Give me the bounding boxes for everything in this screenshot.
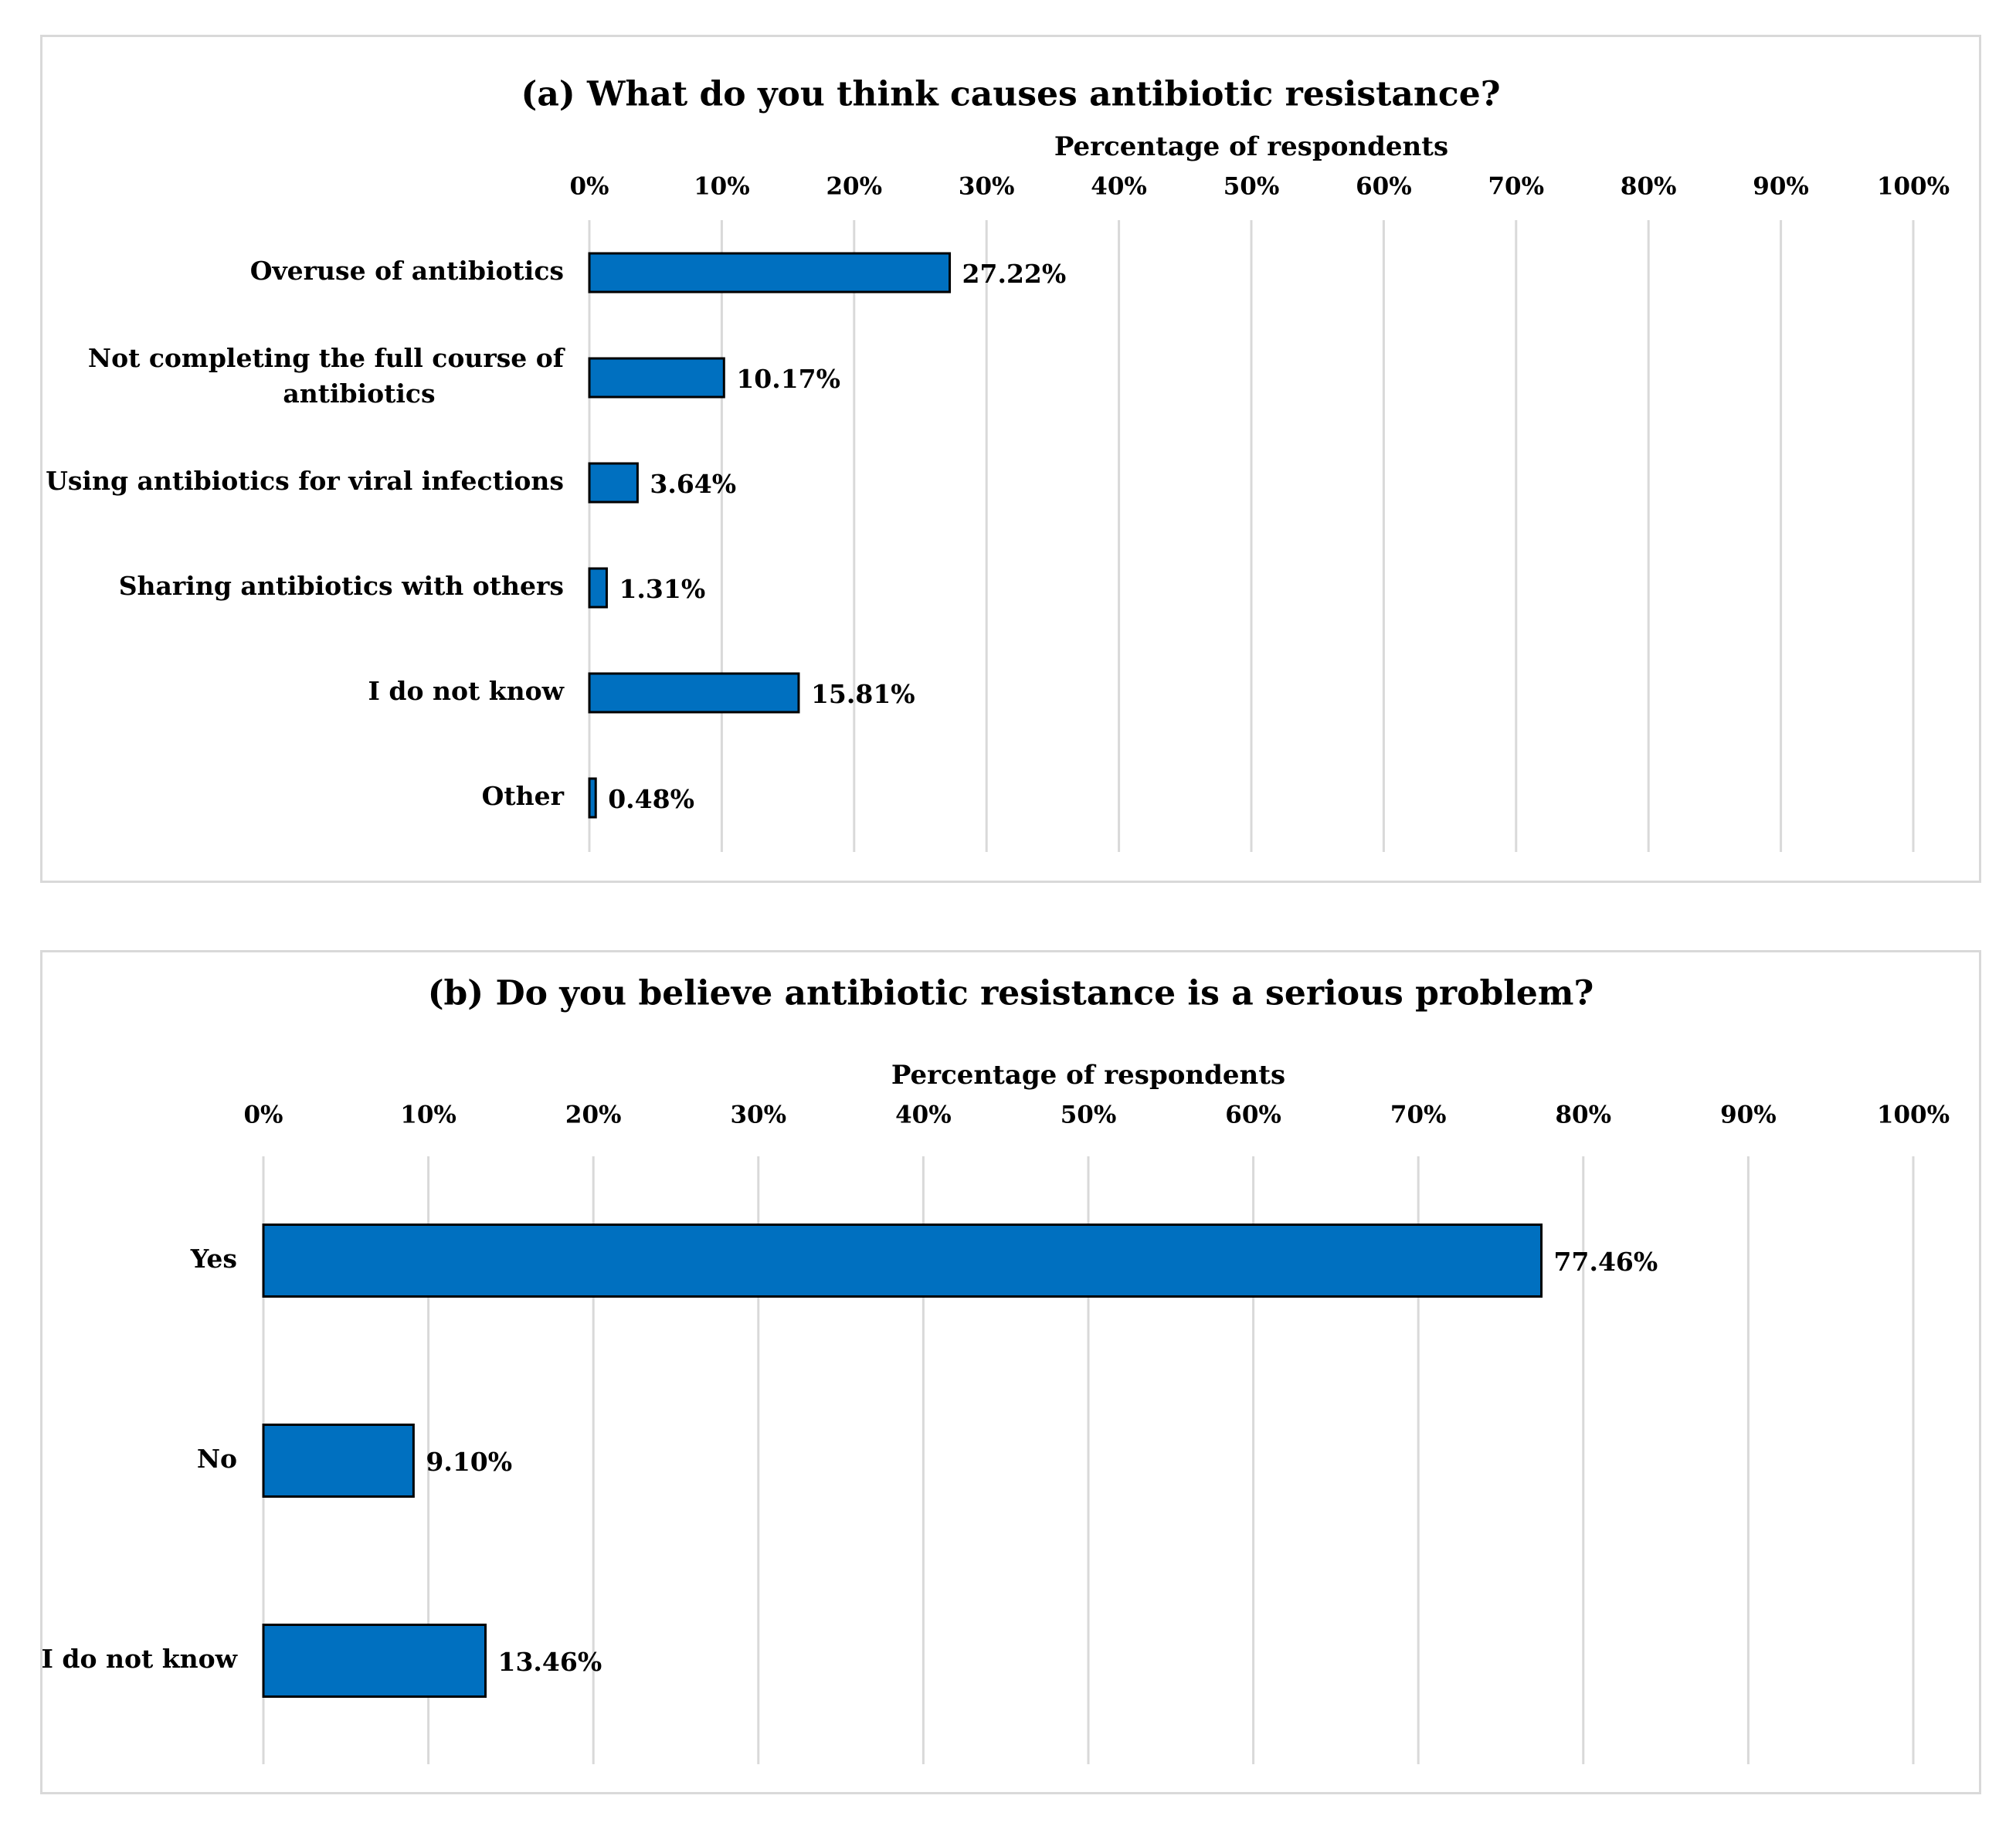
bar	[262, 1224, 1543, 1298]
x-tick-label: 40%	[895, 1101, 952, 1129]
bar	[588, 777, 597, 819]
data-label: 1.31%	[619, 574, 705, 604]
category-label: Other	[482, 781, 565, 811]
category-label: Overuse of antibiotics	[250, 256, 564, 286]
x-tick-label: 70%	[1488, 173, 1544, 201]
chart-title: (a) What do you think causes antibiotic …	[521, 75, 1501, 114]
chart-panel-b: (b) Do you believe antibiotic resistance…	[40, 950, 1981, 1794]
bar	[588, 672, 800, 714]
category-label: Using antibiotics for viral infections	[46, 466, 564, 496]
x-tick-label: 20%	[826, 173, 882, 201]
x-tick-label: 0%	[243, 1101, 283, 1129]
category-label: I do not know	[42, 1644, 239, 1674]
x-tick-label: 20%	[565, 1101, 622, 1129]
bar	[588, 357, 725, 399]
x-tick-label: 80%	[1621, 173, 1677, 201]
x-tick-label: 100%	[1877, 173, 1950, 201]
x-tick-label: 80%	[1555, 1101, 1611, 1129]
category-label: Not completing the full course of	[88, 343, 565, 373]
category-label: I do not know	[368, 676, 565, 706]
bar	[588, 462, 639, 504]
data-label: 15.81%	[811, 679, 915, 709]
x-tick-label: 0%	[569, 173, 609, 201]
data-label: 77.46%	[1554, 1247, 1658, 1277]
category-label: No	[197, 1444, 237, 1474]
chart-b: (b) Do you believe antibiotic resistance…	[42, 974, 1950, 1764]
x-tick-label: 70%	[1390, 1101, 1447, 1129]
x-axis-title: Percentage of respondents	[891, 1060, 1285, 1091]
data-label: 13.46%	[498, 1647, 602, 1677]
data-label: 9.10%	[426, 1447, 512, 1477]
category-label: antibiotics	[283, 378, 435, 409]
x-tick-label: 40%	[1091, 173, 1147, 201]
data-label: 3.64%	[650, 469, 736, 499]
x-tick-label: 60%	[1225, 1101, 1281, 1129]
data-label: 10.17%	[736, 364, 840, 394]
x-tick-label: 10%	[694, 173, 750, 201]
x-tick-label: 100%	[1877, 1101, 1950, 1129]
x-tick-label: 30%	[730, 1101, 786, 1129]
x-tick-label: 90%	[1720, 1101, 1777, 1129]
x-tick-label: 50%	[1224, 173, 1280, 201]
chart-panel-a: (a) What do you think causes antibiotic …	[40, 35, 1981, 883]
category-label: Sharing antibiotics with others	[119, 571, 564, 601]
x-tick-label: 10%	[400, 1101, 456, 1129]
x-tick-label: 30%	[959, 173, 1015, 201]
data-label: 0.48%	[608, 784, 694, 814]
chart-title: (b) Do you believe antibiotic resistance…	[428, 974, 1594, 1013]
x-tick-label: 60%	[1356, 173, 1412, 201]
bar	[588, 252, 952, 294]
x-tick-label: 50%	[1061, 1101, 1117, 1129]
bar	[262, 1424, 415, 1498]
bar	[588, 567, 608, 609]
bar	[262, 1624, 487, 1698]
x-axis-title: Percentage of respondents	[1054, 131, 1448, 162]
data-label: 27.22%	[962, 259, 1067, 289]
chart-a: (a) What do you think causes antibiotic …	[46, 75, 1950, 852]
x-tick-label: 90%	[1753, 173, 1809, 201]
category-label: Yes	[190, 1244, 237, 1274]
